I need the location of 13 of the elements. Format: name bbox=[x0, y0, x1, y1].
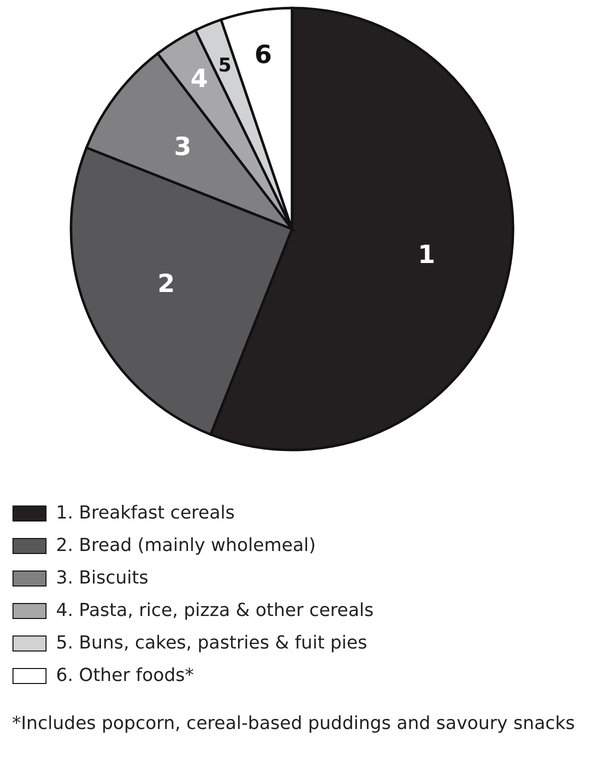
text: 1 bbox=[418, 240, 436, 270]
legend-label: 1. Breakfast cereals bbox=[56, 502, 235, 524]
text: 6 bbox=[254, 40, 272, 70]
text: 4 bbox=[190, 64, 208, 94]
text: 5 bbox=[218, 54, 232, 76]
legend-label: 4. Pasta, rice, pizza & other cereals bbox=[56, 600, 374, 621]
text: 2 bbox=[158, 268, 175, 298]
legend-label: 5. Buns, cakes, pastries & fuit pies bbox=[56, 632, 368, 654]
legend-label: 3. Biscuits bbox=[56, 568, 148, 588]
text: *Includes popcorn, cereal-based puddings and savoury snacks bbox=[12, 712, 576, 736]
legend-label: 6. Other foods* bbox=[56, 665, 194, 686]
legend-label: 2. Bread (mainly wholemeal) bbox=[56, 535, 316, 556]
text: 3 bbox=[174, 132, 192, 161]
